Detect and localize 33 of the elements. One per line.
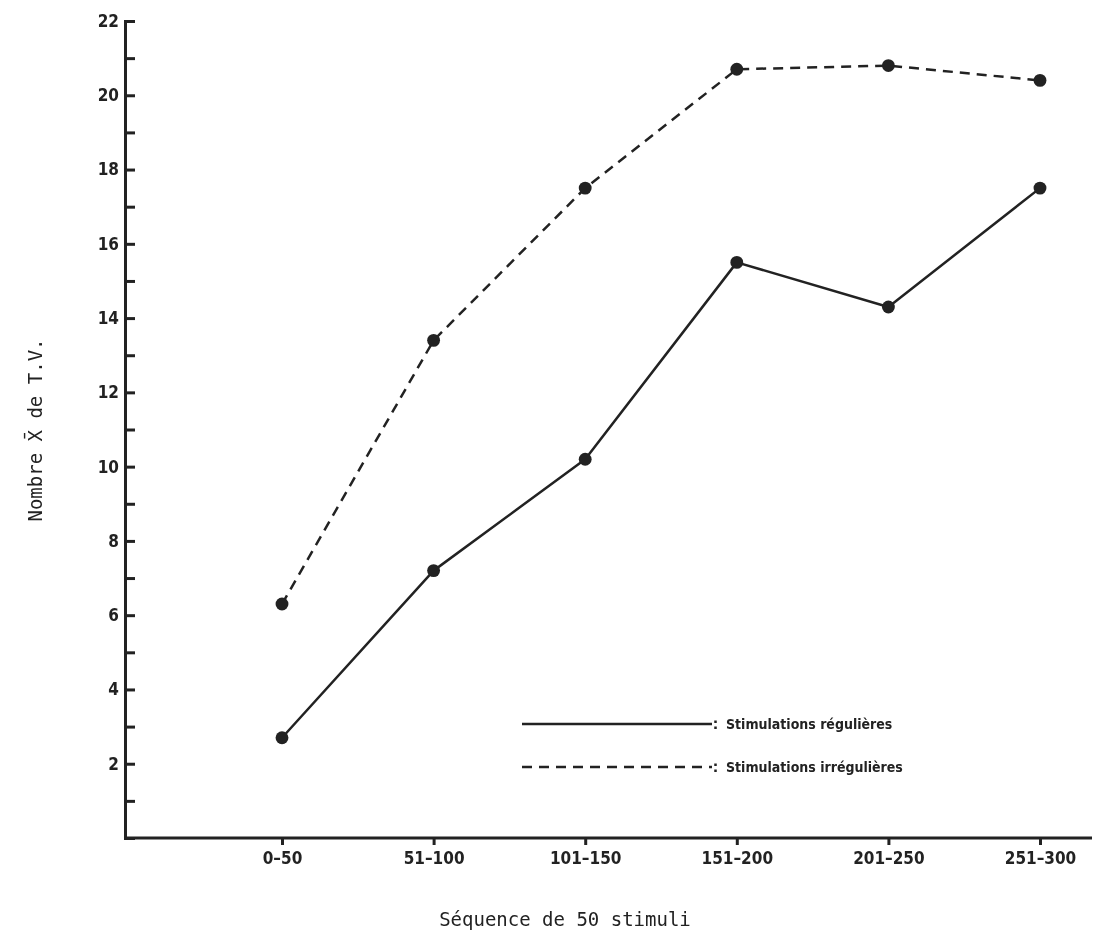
point [881, 59, 895, 72]
y-tick-label: 2 [108, 753, 119, 774]
y-axis-title: Nombre X̄ de T.V. [22, 338, 46, 522]
y-tick-label: 8 [108, 530, 119, 551]
point [275, 731, 289, 745]
y-tick-label: 14 [97, 308, 119, 329]
point [730, 255, 744, 269]
x-tick-label: 151–200 [701, 848, 774, 869]
y-tick-label: 22 [97, 10, 119, 31]
point [881, 300, 895, 314]
x-tick-label: 201–250 [853, 848, 925, 869]
point [578, 181, 592, 195]
point [427, 564, 441, 578]
point [275, 597, 289, 611]
x-tick-label: 101–150 [549, 848, 622, 869]
point [1033, 181, 1047, 195]
y-tick-label: 10 [97, 456, 119, 477]
y-tick-label: 12 [97, 382, 119, 403]
y-tick-label: 4 [108, 679, 119, 700]
y-tick-label: 18 [97, 159, 119, 180]
y-tick-label: 16 [97, 233, 119, 254]
point [730, 62, 744, 76]
x-axis-title: Séquence de 50 stimuli [439, 908, 691, 930]
y-tick-label: 20 [97, 85, 119, 106]
y-tick-label: 6 [108, 605, 119, 626]
point [427, 333, 441, 347]
legend-label: Stimulations régulières [726, 716, 893, 732]
point [578, 452, 592, 466]
x-tick-label: 0–50 [262, 848, 303, 869]
x-tick-label: 251–300 [1004, 848, 1077, 869]
x-tick-label: 51–100 [403, 848, 465, 869]
point [1033, 74, 1047, 87]
legend-label: Stimulations irrégulières [726, 759, 903, 775]
